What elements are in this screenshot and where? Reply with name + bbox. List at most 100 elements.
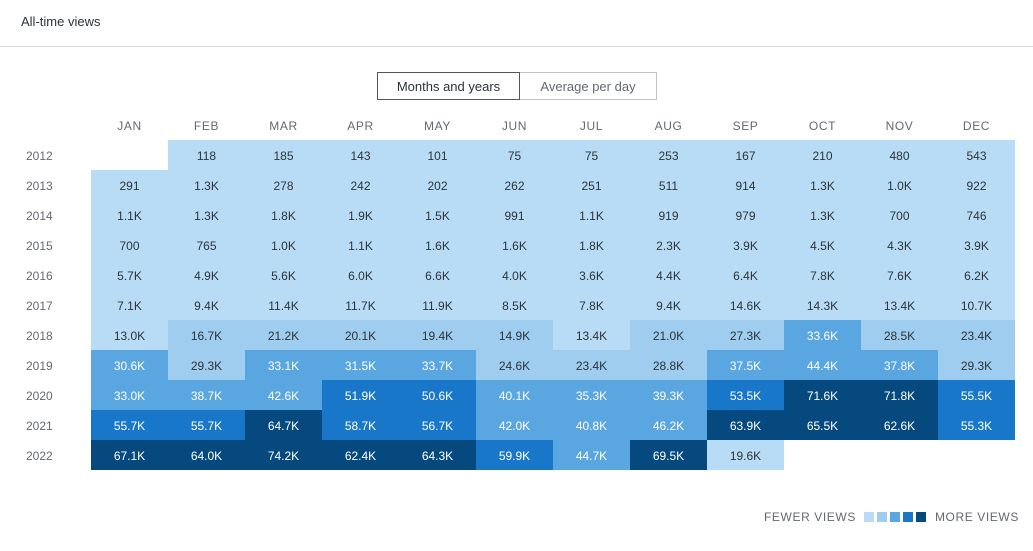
heatmap-value-2022-sep: 19.6K xyxy=(730,449,761,463)
heatmap-cell-2015-aug xyxy=(630,230,707,260)
heatmap-value-2020-jul: 35.3K xyxy=(576,389,607,403)
legend-swatch-5 xyxy=(915,512,926,522)
heatmap-value-2018-mar: 21.2K xyxy=(268,329,299,343)
heatmap-value-2015-oct: 4.5K xyxy=(810,239,835,253)
heatmap-value-2020-jan: 33.0K xyxy=(114,389,145,403)
heatmap-value-2013-nov: 1.0K xyxy=(887,179,912,193)
heatmap-cell-2021-sep xyxy=(707,410,784,440)
year-label-2019: 2019 xyxy=(26,359,53,373)
heatmap-cell-2017-nov xyxy=(861,290,938,320)
heatmap-value-2019-oct: 44.4K xyxy=(807,359,838,373)
heatmap-cell-2017-jun xyxy=(476,290,553,320)
heatmap-cell-2014-dec xyxy=(938,200,1015,230)
heatmap-value-2015-jul: 1.8K xyxy=(579,239,604,253)
heatmap-value-2020-jun: 40.1K xyxy=(499,389,530,403)
heatmap-cell-2017-sep xyxy=(707,290,784,320)
heatmap-cell-2016-oct xyxy=(784,260,861,290)
legend-swatch-4 xyxy=(902,512,913,522)
heatmap-value-2014-may: 1.5K xyxy=(425,209,450,223)
year-label-2014: 2014 xyxy=(26,209,53,223)
heatmap-cell-2017-jan xyxy=(91,290,168,320)
heatmap-value-2020-sep: 53.5K xyxy=(730,389,761,403)
heatmap-cell-2019-mar xyxy=(245,350,322,380)
heatmap-value-2014-jun: 991 xyxy=(504,209,524,223)
heatmap-value-2014-apr: 1.9K xyxy=(348,209,373,223)
heatmap-cell-2019-apr xyxy=(322,350,399,380)
heatmap-cell-2018-jul xyxy=(553,320,630,350)
heatmap-cell-2016-jun xyxy=(476,260,553,290)
heatmap-cell-2012-may xyxy=(399,140,476,170)
heatmap-cell-2012-jul xyxy=(553,140,630,170)
heatmap-value-2012-apr: 143 xyxy=(350,149,370,163)
heatmap-value-2020-may: 50.6K xyxy=(422,389,453,403)
heatmap-cell-2014-may xyxy=(399,200,476,230)
heatmap-cell-2021-mar xyxy=(245,410,322,440)
heatmap-cell-2015-nov xyxy=(861,230,938,260)
heatmap-cell-2013-nov xyxy=(861,170,938,200)
heatmap-cell-2019-sep xyxy=(707,350,784,380)
year-label-2022: 2022 xyxy=(26,449,53,463)
heatmap-value-2014-mar: 1.8K xyxy=(271,209,296,223)
heatmap-cell-2015-jul xyxy=(553,230,630,260)
heatmap-cell-2017-feb xyxy=(168,290,245,320)
heatmap-value-2017-aug: 9.4K xyxy=(656,299,681,313)
heatmap-value-2012-feb: 118 xyxy=(197,149,216,163)
heatmap-cell-2012-oct xyxy=(784,140,861,170)
heatmap-value-2013-jul: 251 xyxy=(581,179,601,193)
heatmap-value-2022-jan: 67.1K xyxy=(114,449,145,463)
heatmap-value-2013-jan: 291 xyxy=(119,179,139,193)
heatmap-value-2016-feb: 4.9K xyxy=(194,269,219,283)
heatmap-value-2014-aug: 919 xyxy=(658,209,678,223)
month-label-sep: SEP xyxy=(733,119,759,133)
heatmap-value-2018-jun: 14.9K xyxy=(499,329,530,343)
heatmap-cell-2014-feb xyxy=(168,200,245,230)
heatmap-value-2013-oct: 1.3K xyxy=(810,179,835,193)
months-and-years-button[interactable]: Months and years xyxy=(377,72,520,100)
heatmap-cell-2017-oct xyxy=(784,290,861,320)
heatmap-value-2017-jul: 7.8K xyxy=(579,299,604,313)
heatmap-value-2012-sep: 167 xyxy=(735,149,755,163)
heatmap-value-2019-nov: 37.8K xyxy=(884,359,915,373)
legend-swatch-3 xyxy=(889,512,900,522)
month-label-dec: DEC xyxy=(963,119,990,133)
heatmap-cell-2013-apr xyxy=(322,170,399,200)
heatmap-cell-2021-feb xyxy=(168,410,245,440)
year-label-2018: 2018 xyxy=(26,329,53,343)
heatmap-cell-2017-apr xyxy=(322,290,399,320)
month-label-nov: NOV xyxy=(886,119,914,133)
heatmap-value-2014-dec: 746 xyxy=(966,209,986,223)
heatmap-cell-2014-apr xyxy=(322,200,399,230)
heatmap-cell-2022-jul xyxy=(553,440,630,470)
legend-more-label: MORE VIEWS xyxy=(934,510,1019,524)
heatmap-value-2012-nov: 480 xyxy=(889,149,909,163)
month-label-oct: OCT xyxy=(809,119,836,133)
heatmap-value-2020-nov: 71.8K xyxy=(884,389,915,403)
heatmap-cell-2019-aug xyxy=(630,350,707,380)
heatmap-value-2016-jun: 4.0K xyxy=(502,269,527,283)
heatmap-value-2017-jan: 7.1K xyxy=(117,299,142,313)
heatmap-cell-2018-mar xyxy=(245,320,322,350)
heatmap-value-2016-oct: 7.8K xyxy=(810,269,835,283)
heatmap-value-2020-aug: 39.3K xyxy=(653,389,684,403)
year-label-2020: 2020 xyxy=(26,389,53,403)
heatmap-cell-2012-feb xyxy=(168,140,245,170)
heatmap-cell-2018-oct xyxy=(784,320,861,350)
heatmap-cell-2021-jul xyxy=(553,410,630,440)
heatmap-value-2016-sep: 6.4K xyxy=(733,269,758,283)
heatmap-value-2013-may: 202 xyxy=(427,179,447,193)
average-per-day-button[interactable]: Average per day xyxy=(520,72,657,100)
heatmap-cell-2015-mar xyxy=(245,230,322,260)
year-label-2012: 2012 xyxy=(26,149,53,163)
heatmap-cell-2017-mar xyxy=(245,290,322,320)
heatmap-value-2016-nov: 7.6K xyxy=(887,269,912,283)
heatmap-value-2015-jan: 700 xyxy=(119,239,139,253)
month-label-aug: AUG xyxy=(655,119,683,133)
heatmap-cell-2015-oct xyxy=(784,230,861,260)
heatmap-cell-2016-apr xyxy=(322,260,399,290)
heatmap-value-2015-nov: 4.3K xyxy=(887,239,912,253)
heatmap-cell-2016-feb xyxy=(168,260,245,290)
heatmap-cell-2021-jun xyxy=(476,410,553,440)
year-label-2013: 2013 xyxy=(26,179,53,193)
heatmap-cell-2019-feb xyxy=(168,350,245,380)
heatmap-value-2021-jun: 42.0K xyxy=(499,419,530,433)
